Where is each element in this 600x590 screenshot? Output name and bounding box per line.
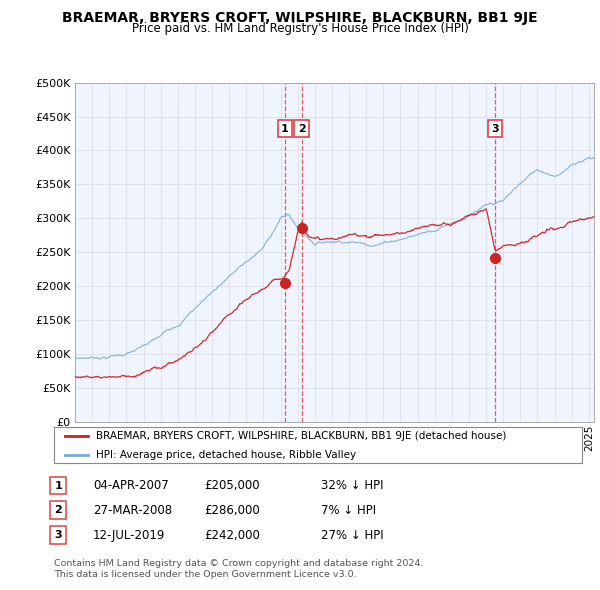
Text: Price paid vs. HM Land Registry's House Price Index (HPI): Price paid vs. HM Land Registry's House … — [131, 22, 469, 35]
Text: 3: 3 — [55, 530, 62, 540]
Text: £205,000: £205,000 — [204, 479, 260, 492]
Text: HPI: Average price, detached house, Ribble Valley: HPI: Average price, detached house, Ribb… — [96, 450, 356, 460]
Text: 04-APR-2007: 04-APR-2007 — [93, 479, 169, 492]
Text: 3: 3 — [491, 124, 499, 134]
Text: BRAEMAR, BRYERS CROFT, WILPSHIRE, BLACKBURN, BB1 9JE: BRAEMAR, BRYERS CROFT, WILPSHIRE, BLACKB… — [62, 11, 538, 25]
Text: 32% ↓ HPI: 32% ↓ HPI — [321, 479, 383, 492]
Text: 7% ↓ HPI: 7% ↓ HPI — [321, 504, 376, 517]
Text: BRAEMAR, BRYERS CROFT, WILPSHIRE, BLACKBURN, BB1 9JE (detached house): BRAEMAR, BRYERS CROFT, WILPSHIRE, BLACKB… — [96, 431, 506, 441]
Text: This data is licensed under the Open Government Licence v3.0.: This data is licensed under the Open Gov… — [54, 571, 356, 579]
Text: 27% ↓ HPI: 27% ↓ HPI — [321, 529, 383, 542]
Text: 1: 1 — [281, 124, 289, 134]
Text: £242,000: £242,000 — [204, 529, 260, 542]
Text: 1: 1 — [55, 481, 62, 490]
Text: Contains HM Land Registry data © Crown copyright and database right 2024.: Contains HM Land Registry data © Crown c… — [54, 559, 424, 568]
Text: 12-JUL-2019: 12-JUL-2019 — [93, 529, 166, 542]
Text: £286,000: £286,000 — [204, 504, 260, 517]
Text: 27-MAR-2008: 27-MAR-2008 — [93, 504, 172, 517]
Text: 2: 2 — [55, 506, 62, 515]
Text: 2: 2 — [298, 124, 305, 134]
